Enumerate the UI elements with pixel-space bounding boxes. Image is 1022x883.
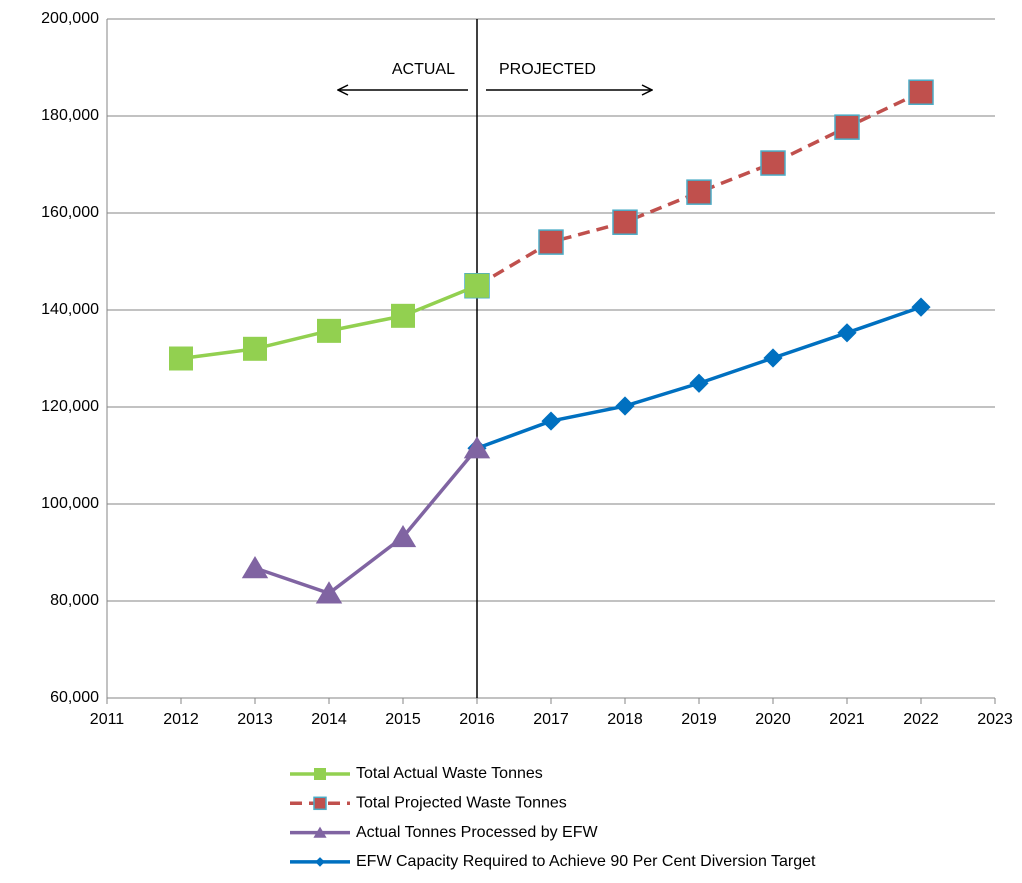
x-tick-label: 2013	[237, 711, 273, 728]
annotation: ACTUAL	[392, 61, 455, 78]
marker	[315, 581, 343, 604]
marker	[391, 303, 415, 328]
x-tick-label: 2014	[311, 711, 347, 728]
legend-label: Total Projected Waste Tonnes	[356, 795, 567, 812]
marker	[612, 209, 638, 235]
marker	[689, 373, 709, 393]
x-tick-label: 2018	[607, 711, 643, 728]
annotation: PROJECTED	[499, 61, 596, 78]
marker	[763, 348, 783, 368]
marker	[465, 273, 489, 298]
y-tick-label: 80,000	[50, 592, 99, 609]
marker	[908, 79, 934, 105]
marker	[389, 524, 417, 548]
marker	[541, 411, 561, 431]
marker	[315, 857, 325, 867]
y-tick-label: 120,000	[41, 398, 99, 415]
marker	[463, 436, 491, 459]
marker	[760, 150, 786, 176]
y-tick-label: 160,000	[41, 204, 99, 221]
legend-label: EFW Capacity Required to Achieve 90 Per …	[356, 853, 816, 870]
x-tick-label: 2011	[90, 711, 125, 728]
marker	[837, 323, 857, 343]
y-tick-label: 200,000	[41, 10, 99, 27]
marker	[834, 114, 860, 140]
marker	[317, 318, 341, 343]
x-tick-label: 2019	[681, 711, 717, 728]
x-tick-label: 2022	[903, 711, 939, 728]
legend-label: Total Actual Waste Tonnes	[356, 765, 543, 782]
marker	[313, 796, 327, 811]
y-tick-label: 180,000	[41, 107, 99, 124]
x-tick-label: 2023	[977, 711, 1013, 728]
x-tick-label: 2016	[459, 711, 495, 728]
marker	[169, 346, 193, 371]
marker	[313, 826, 327, 838]
x-tick-label: 2021	[829, 711, 865, 728]
legend-label: Actual Tonnes Processed by EFW	[356, 824, 598, 841]
y-tick-label: 100,000	[41, 495, 99, 512]
x-tick-label: 2015	[385, 711, 421, 728]
series-line	[254, 447, 479, 596]
y-tick-label: 140,000	[41, 301, 99, 318]
marker	[243, 336, 267, 361]
marker	[686, 179, 712, 205]
marker	[538, 229, 564, 255]
y-tick-label: 60,000	[50, 689, 99, 706]
marker	[615, 396, 635, 416]
x-tick-label: 2020	[755, 711, 791, 728]
marker	[314, 768, 326, 780]
marker	[241, 556, 269, 579]
x-tick-label: 2017	[533, 711, 569, 728]
marker	[911, 297, 931, 317]
x-tick-label: 2012	[163, 711, 199, 728]
